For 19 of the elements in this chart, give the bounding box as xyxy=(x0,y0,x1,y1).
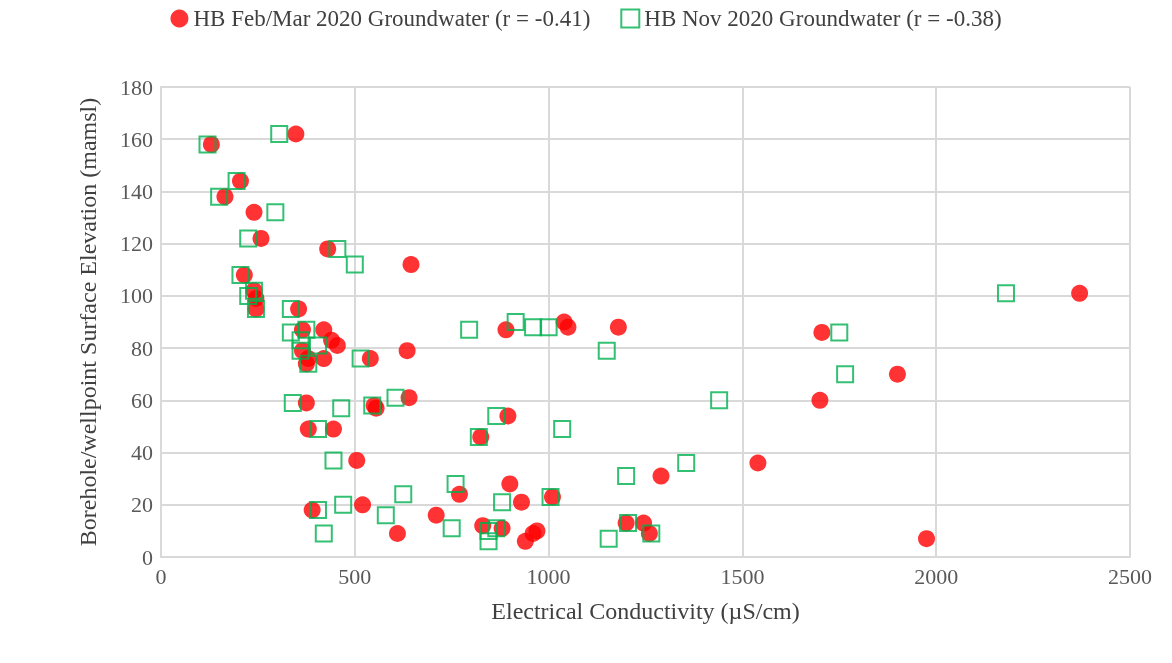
y-tick-label: 60 xyxy=(131,387,153,413)
y-tick-label: 140 xyxy=(120,178,153,204)
y-tick-label: 80 xyxy=(131,335,153,361)
x-tick-label: 500 xyxy=(338,563,372,589)
y-tick-label: 100 xyxy=(120,283,153,309)
y-tick-label: 120 xyxy=(120,231,153,257)
y-tick-label: 40 xyxy=(131,440,153,466)
y-tick-label: 180 xyxy=(120,74,153,100)
legend-label: HB Feb/Mar 2020 Groundwater (r = -0.41) xyxy=(193,6,591,31)
x-tick-label: 1500 xyxy=(720,563,765,589)
x-tick-label: 2500 xyxy=(1108,563,1152,589)
y-tick-label: 0 xyxy=(142,544,153,570)
y-tick-label: 20 xyxy=(131,492,153,518)
x-tick-label: 1000 xyxy=(526,563,571,589)
y-tick-label: 160 xyxy=(120,126,153,152)
legend-label: HB Nov 2020 Groundwater (r = -0.38) xyxy=(644,6,1002,31)
x-axis-title: Electrical Conductivity (µS/cm) xyxy=(491,598,800,624)
y-axis-title: Borehole/wellpoint Surface Elevation (mamsl) xyxy=(75,97,101,547)
x-tick-label: 2000 xyxy=(914,563,959,589)
